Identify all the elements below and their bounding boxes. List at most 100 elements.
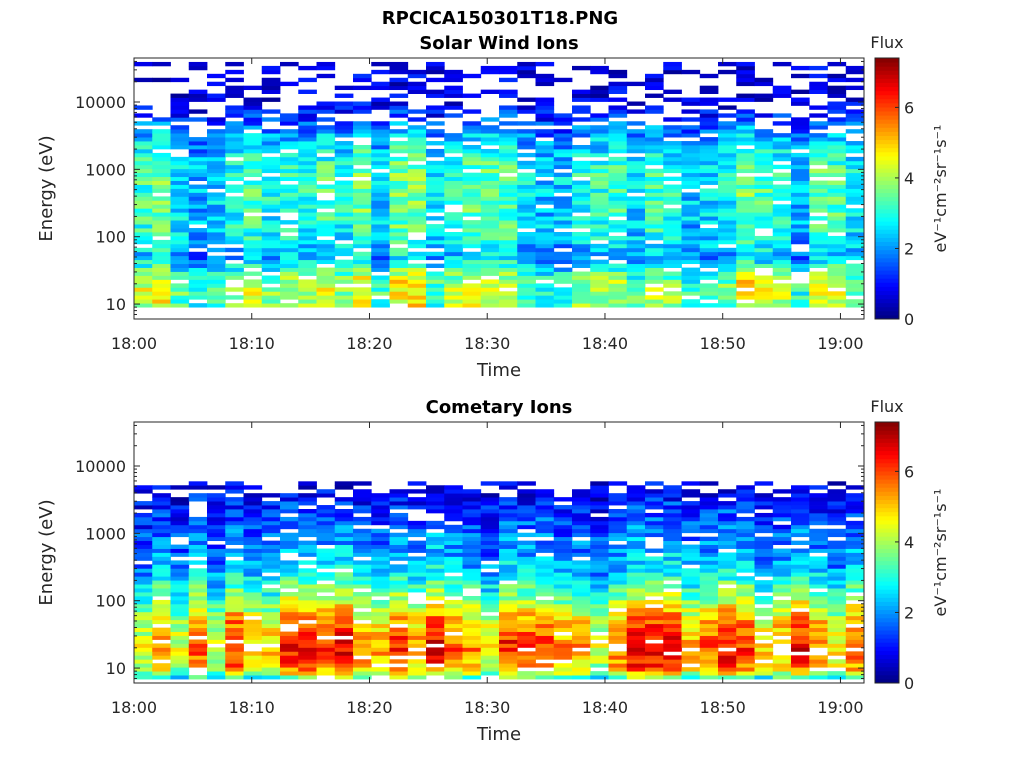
heatmap-cell — [152, 599, 171, 605]
heatmap-cell — [444, 105, 463, 110]
heatmap-cell — [608, 568, 628, 573]
heatmap-cell — [170, 592, 190, 597]
heatmap-cell — [663, 663, 682, 668]
heatmap-cell — [754, 192, 774, 197]
heatmap-cell — [699, 627, 719, 632]
heatmap-cell — [480, 548, 500, 553]
heatmap-cell — [188, 611, 208, 617]
heatmap-cell — [426, 133, 445, 138]
heatmap-cell — [462, 663, 482, 668]
heatmap-cell — [207, 655, 226, 660]
heatmap-cell — [736, 603, 755, 609]
colorbar-swatch — [875, 115, 899, 120]
heatmap-cell — [827, 61, 847, 67]
heatmap-cell — [608, 532, 628, 538]
heatmap-cell — [316, 271, 336, 276]
heatmap-cell — [499, 235, 518, 241]
heatmap-cell — [736, 493, 755, 498]
colorbar-title: Flux — [870, 397, 903, 416]
heatmap-cell — [809, 599, 828, 605]
heatmap-cell — [207, 176, 226, 181]
heatmap-cell — [134, 667, 153, 672]
heatmap-cell — [280, 117, 299, 122]
heatmap-cell — [170, 663, 190, 668]
heatmap-cell — [535, 303, 555, 308]
heatmap-cell — [845, 263, 865, 268]
heatmap-cell — [718, 489, 737, 494]
heatmap-cell — [827, 512, 847, 518]
heatmap-cell — [590, 216, 609, 221]
heatmap-cell — [389, 599, 409, 605]
heatmap-cell — [225, 603, 244, 609]
heatmap-cell — [718, 619, 737, 625]
heatmap-cell — [188, 232, 208, 237]
heatmap-cell — [736, 160, 755, 166]
heatmap-cell — [298, 180, 317, 185]
heatmap-cell — [736, 125, 755, 130]
heatmap-cell — [225, 137, 244, 142]
heatmap-cell — [572, 204, 591, 209]
heatmap — [134, 481, 865, 680]
heatmap-cell — [225, 489, 244, 494]
heatmap-cell — [517, 299, 536, 304]
heatmap-cell — [718, 667, 737, 672]
heatmap-cell — [827, 73, 847, 79]
heatmap-cell — [152, 263, 171, 268]
heatmap-cell — [626, 263, 646, 268]
heatmap-cell — [517, 192, 536, 197]
heatmap-cell — [608, 137, 628, 142]
heatmap-cell — [791, 303, 810, 308]
heatmap-cell — [553, 239, 573, 245]
heatmap-cell — [517, 548, 536, 553]
heatmap-cell — [243, 671, 263, 676]
heatmap-cell — [499, 520, 518, 526]
heatmap-cell — [389, 113, 409, 118]
heatmap-cell — [243, 125, 263, 130]
heatmap-cell — [499, 651, 518, 656]
heatmap-cell — [316, 556, 336, 561]
heatmap-cell — [389, 105, 409, 110]
heatmap-cell — [426, 548, 445, 553]
heatmap-cell — [152, 572, 171, 577]
heatmap-cell — [772, 303, 792, 308]
heatmap-cell — [243, 675, 263, 680]
heatmap-cell — [809, 520, 828, 526]
heatmap-cell — [681, 97, 701, 102]
heatmap-cell — [170, 524, 190, 530]
heatmap-cell — [316, 109, 336, 114]
heatmap-cell — [188, 117, 208, 122]
heatmap-cell — [261, 141, 281, 146]
heatmap-cell — [134, 599, 153, 605]
heatmap-cell — [134, 271, 153, 276]
heatmap-cell — [170, 247, 190, 253]
heatmap-cell — [645, 663, 664, 668]
heatmap-cell — [444, 160, 463, 166]
heatmap-cell — [754, 667, 774, 672]
heatmap-cell — [626, 180, 646, 185]
heatmap-cell — [572, 259, 591, 265]
heatmap-cell — [371, 580, 390, 585]
heatmap-cell — [608, 536, 628, 542]
heatmap-cell — [426, 69, 445, 75]
colorbar-swatch — [875, 278, 899, 283]
heatmap-cell — [243, 172, 263, 178]
heatmap-cell — [243, 592, 263, 597]
heatmap-cell — [718, 303, 737, 308]
heatmap-cell — [626, 164, 646, 170]
heatmap-cell — [444, 627, 463, 632]
heatmap-cell — [298, 580, 317, 585]
heatmap-cell — [243, 627, 263, 632]
heatmap-cell — [243, 196, 263, 201]
heatmap-cell — [207, 564, 226, 569]
heatmap-cell — [572, 164, 591, 170]
heatmap-cell — [134, 133, 153, 138]
heatmap-cell — [553, 232, 573, 237]
heatmap-cell — [480, 160, 500, 166]
heatmap-cell — [188, 287, 208, 292]
heatmap-cell — [261, 528, 281, 534]
colorbar-swatch — [875, 638, 899, 643]
heatmap-cell — [298, 607, 317, 613]
heatmap-cell — [608, 192, 628, 197]
heatmap-cell — [407, 243, 427, 249]
heatmap-cell — [134, 512, 153, 518]
